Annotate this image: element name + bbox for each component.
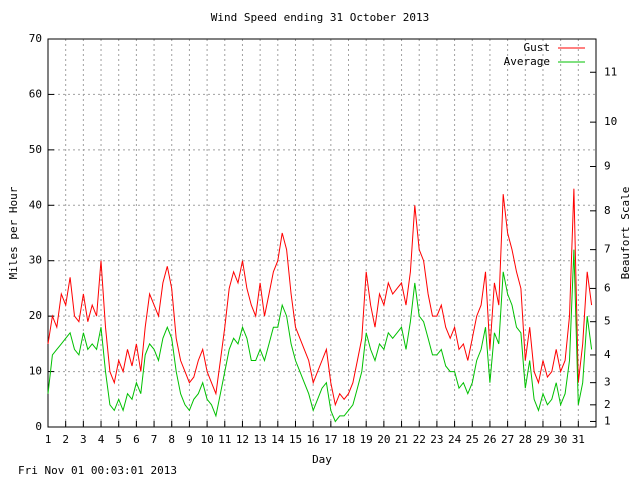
x-tick-label: 9: [186, 433, 193, 446]
legend-label: Gust: [524, 41, 551, 54]
chart-title: Wind Speed ending 31 October 2013: [211, 11, 430, 24]
y2-tick-label: 2: [604, 398, 611, 411]
y-tick-label: 20: [29, 309, 42, 322]
x-tick-label: 27: [501, 433, 514, 446]
y2-axis-label: Beaufort Scale: [619, 187, 632, 280]
x-tick-label: 28: [519, 433, 532, 446]
y2-tick-label: 7: [604, 243, 611, 256]
x-tick-label: 24: [448, 433, 462, 446]
x-tick-label: 11: [218, 433, 231, 446]
footer: Fri Nov 01 00:03:01 2013: [18, 464, 177, 477]
x-tick-label: 22: [413, 433, 426, 446]
y2-tick-label: 6: [604, 281, 611, 294]
y2-tick-label: 11: [604, 65, 617, 78]
x-tick-label: 26: [483, 433, 496, 446]
y-axis-label: Miles per Hour: [7, 186, 20, 279]
x-tick-label: 3: [80, 433, 87, 446]
x-tick-label: 5: [115, 433, 122, 446]
x-tick-label: 29: [536, 433, 549, 446]
y2-tick-label: 10: [604, 115, 617, 128]
x-tick-label: 19: [360, 433, 373, 446]
legend-label: Average: [504, 55, 550, 68]
x-tick-label: 7: [151, 433, 158, 446]
x-tick-label: 15: [289, 433, 302, 446]
x-tick-label: 17: [324, 433, 337, 446]
series-line: [47, 249, 593, 423]
x-tick-label: 1: [45, 433, 52, 446]
x-tick-label: 31: [572, 433, 585, 446]
y2-tick-label: 1: [604, 414, 611, 427]
x-tick-label: 18: [342, 433, 355, 446]
series-line: [47, 188, 593, 407]
y2-tick-label: 9: [604, 159, 611, 172]
x-tick-label: 4: [98, 433, 105, 446]
plot-border: [47, 38, 597, 428]
y-tick-label: 10: [29, 365, 42, 378]
y-tick-label: 40: [29, 198, 42, 211]
y2-tick-label: 8: [604, 204, 611, 217]
x-tick-label: 12: [236, 433, 249, 446]
y2-tick-label: 4: [604, 348, 611, 361]
x-axis-label: Day: [312, 453, 332, 466]
x-tick-label: 25: [466, 433, 479, 446]
x-tick-label: 21: [395, 433, 408, 446]
y-tick-label: 60: [29, 87, 42, 100]
x-tick-label: 2: [62, 433, 69, 446]
y-tick-label: 30: [29, 254, 42, 267]
y-tick-label: 70: [29, 32, 42, 45]
x-tick-label: 13: [254, 433, 267, 446]
x-tick-label: 10: [200, 433, 213, 446]
y2-tick-label: 5: [604, 315, 611, 328]
x-tick-label: 16: [307, 433, 320, 446]
x-tick-label: 14: [271, 433, 285, 446]
x-tick-label: 30: [554, 433, 567, 446]
y-tick-label: 50: [29, 143, 42, 156]
x-tick-label: 23: [430, 433, 443, 446]
x-tick-label: 8: [168, 433, 175, 446]
y2-tick-label: 3: [604, 376, 611, 389]
y-tick-label: 0: [35, 420, 42, 433]
x-tick-label: 6: [133, 433, 140, 446]
x-tick-label: 20: [377, 433, 390, 446]
